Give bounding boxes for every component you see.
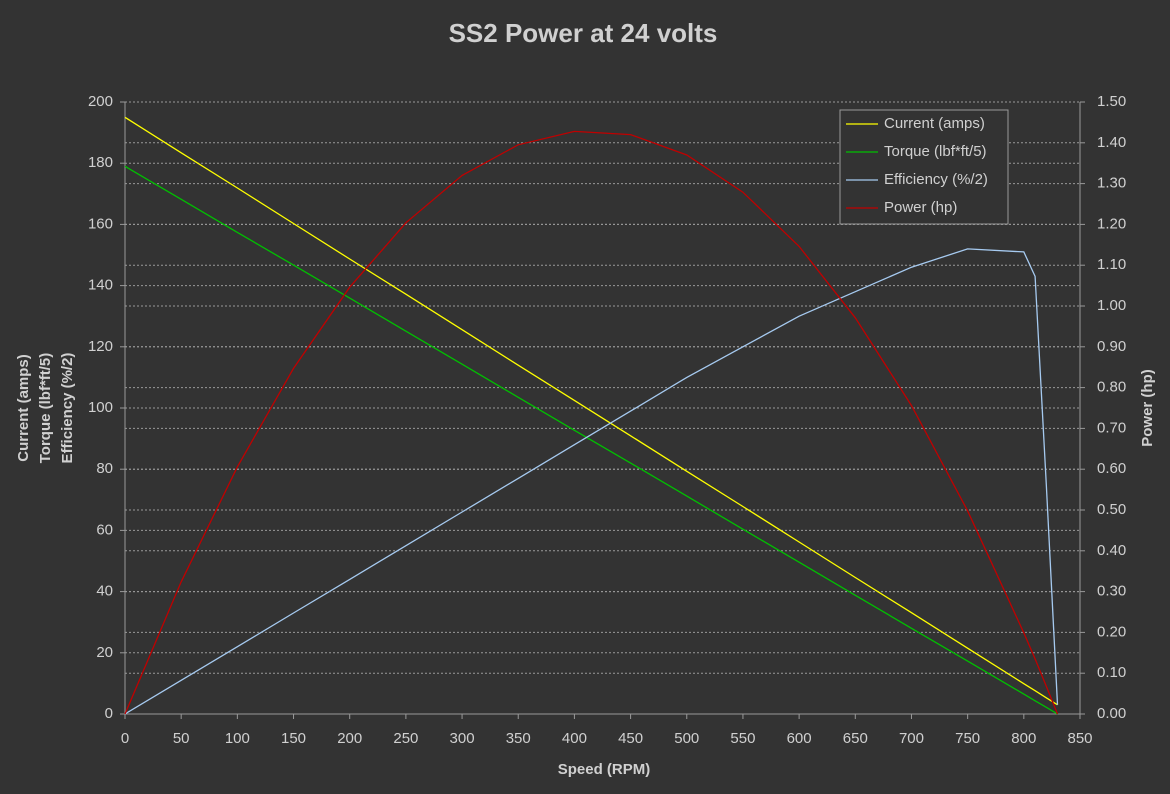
series-line — [124, 130, 1059, 715]
y2-tick-label: 0.30 — [1097, 583, 1126, 600]
y2-tick-label: 0.50 — [1097, 501, 1126, 518]
x-tick-label: 350 — [506, 730, 531, 747]
x-tick-label: 550 — [730, 730, 755, 747]
y2-tick-label: 1.20 — [1097, 215, 1126, 232]
y-tick-label: 160 — [88, 215, 113, 232]
y2-tick-label: 0.70 — [1097, 419, 1126, 436]
y2-tick-label: 0.10 — [1097, 664, 1126, 681]
legend-label: Current (amps) — [884, 115, 985, 132]
legend-label: Efficiency (%/2) — [884, 171, 988, 188]
y-tick-label: 120 — [88, 338, 113, 355]
series-line — [124, 165, 1058, 715]
x-tick-label: 500 — [674, 730, 699, 747]
x-tick-label: 800 — [1011, 730, 1036, 747]
y-axis-label: Torque (lbf*ft/5) — [37, 353, 54, 464]
series-line — [124, 116, 1058, 706]
series-line — [124, 248, 1059, 715]
y2-tick-label: 1.30 — [1097, 175, 1126, 192]
x-tick-label: 50 — [173, 730, 190, 747]
y-tick-label: 60 — [96, 521, 113, 538]
y-axis-label: Current (amps) — [15, 354, 32, 462]
x-tick-label: 150 — [281, 730, 306, 747]
x-tick-label: 650 — [843, 730, 868, 747]
y2-tick-label: 1.10 — [1097, 256, 1126, 273]
x-tick-label: 450 — [618, 730, 643, 747]
y2-tick-label: 0.40 — [1097, 542, 1126, 559]
y2-tick-label: 0.20 — [1097, 623, 1126, 640]
x-axis-label: Speed (RPM) — [558, 761, 651, 778]
y-tick-label: 180 — [88, 154, 113, 171]
y2-tick-label: 0.00 — [1097, 705, 1126, 722]
x-tick-label: 100 — [225, 730, 250, 747]
x-tick-label: 0 — [121, 730, 129, 747]
y2-tick-label: 1.50 — [1097, 93, 1126, 110]
y-tick-label: 40 — [96, 583, 113, 600]
y-tick-label: 0 — [105, 705, 113, 722]
y-tick-label: 80 — [96, 460, 113, 477]
y-axis-label: Efficiency (%/2) — [59, 353, 76, 464]
legend-label: Torque (lbf*ft/5) — [884, 143, 987, 160]
y2-tick-label: 0.90 — [1097, 338, 1126, 355]
y2-tick-label: 0.60 — [1097, 460, 1126, 477]
x-tick-label: 750 — [955, 730, 980, 747]
y2-tick-label: 1.00 — [1097, 297, 1126, 314]
x-tick-label: 850 — [1067, 730, 1092, 747]
chart-title: SS2 Power at 24 volts — [449, 18, 718, 48]
y2-tick-label: 1.40 — [1097, 134, 1126, 151]
x-tick-label: 600 — [787, 730, 812, 747]
x-tick-label: 250 — [393, 730, 418, 747]
x-tick-label: 700 — [899, 730, 924, 747]
y2-axis-label: Power (hp) — [1139, 369, 1156, 447]
x-tick-label: 300 — [450, 730, 475, 747]
y-tick-label: 140 — [88, 277, 113, 294]
y-tick-label: 20 — [96, 644, 113, 661]
y-tick-label: 100 — [88, 399, 113, 416]
legend-box — [839, 109, 1009, 225]
x-tick-label: 400 — [562, 730, 587, 747]
y-tick-label: 200 — [88, 93, 113, 110]
x-tick-label: 200 — [337, 730, 362, 747]
y2-tick-label: 0.80 — [1097, 379, 1126, 396]
legend-label: Power (hp) — [884, 199, 957, 216]
